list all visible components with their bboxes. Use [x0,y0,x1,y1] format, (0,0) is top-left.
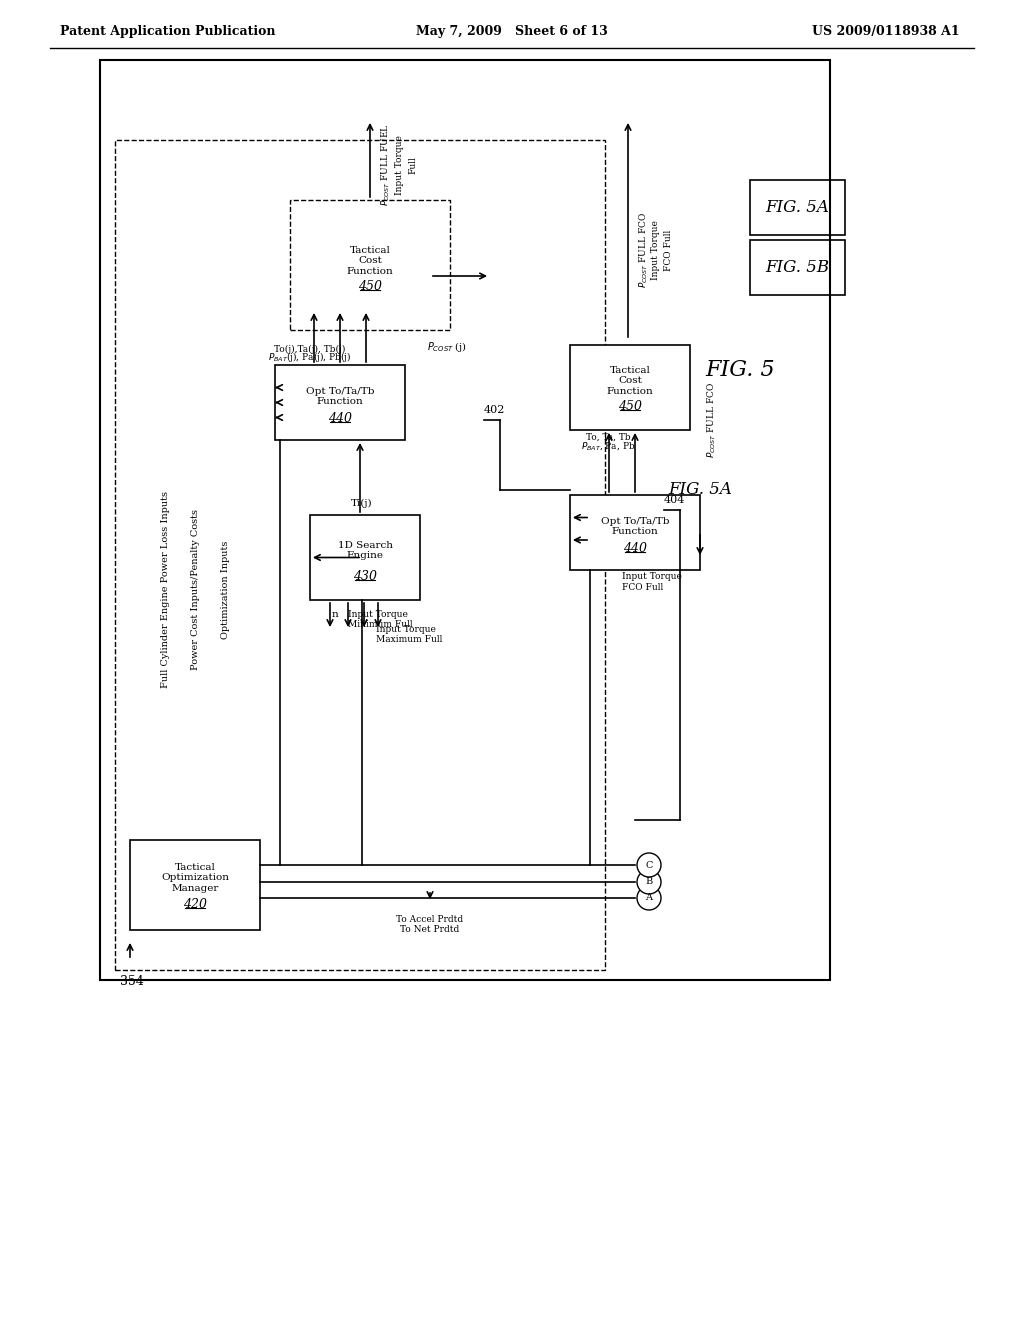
FancyBboxPatch shape [290,201,450,330]
FancyBboxPatch shape [310,515,420,601]
Text: C: C [645,861,652,870]
Text: $P_{BAT}$(j), Pa(j), Pb(j): $P_{BAT}$(j), Pa(j), Pb(j) [268,350,352,364]
Text: Patent Application Publication: Patent Application Publication [60,25,275,38]
Text: 440: 440 [623,543,647,556]
Text: FIG. 5A: FIG. 5A [766,199,829,216]
Text: Full: Full [408,156,417,174]
Text: 420: 420 [183,899,207,911]
FancyBboxPatch shape [750,240,845,294]
FancyBboxPatch shape [570,345,690,430]
FancyBboxPatch shape [570,495,700,570]
Text: FIG. 5B: FIG. 5B [765,259,829,276]
Text: $P_{COST}$ (j): $P_{COST}$ (j) [427,341,467,354]
FancyBboxPatch shape [310,224,430,310]
Text: $P_{COST}$ FULL FCO: $P_{COST}$ FULL FCO [705,381,718,458]
Text: To(j),Ta(j), Tb(j): To(j),Ta(j), Tb(j) [274,345,346,354]
FancyBboxPatch shape [130,840,260,931]
Text: To, Ta, Tb: To, Ta, Tb [586,433,631,442]
Text: Tactical
Cost
Function: Tactical Cost Function [347,246,393,276]
Text: Power Cost Inputs/Penalty Costs: Power Cost Inputs/Penalty Costs [190,510,200,671]
Text: 354: 354 [120,975,144,987]
Text: 402: 402 [484,405,506,414]
Text: A: A [645,894,652,903]
Text: 404: 404 [664,495,685,506]
FancyBboxPatch shape [750,180,845,235]
Text: 450: 450 [618,400,642,413]
Text: B: B [645,878,652,887]
Text: Input Torque
Minimum Full: Input Torque Minimum Full [348,610,413,630]
FancyBboxPatch shape [275,366,406,440]
Text: $P_{BAT}$, Pa, Pb: $P_{BAT}$, Pa, Pb [581,440,635,451]
Text: Opt To/Ta/Tb
Function: Opt To/Ta/Tb Function [601,517,670,536]
Text: FCO Full: FCO Full [664,230,673,271]
Text: 430: 430 [353,570,377,582]
Circle shape [637,853,662,876]
Text: Tactical
Optimization
Manager: Tactical Optimization Manager [161,863,229,892]
Text: 440: 440 [328,412,352,425]
Text: To Accel Prdtd
To Net Prdtd: To Accel Prdtd To Net Prdtd [396,915,464,935]
Text: Full Cylinder Engine Power Loss Inputs: Full Cylinder Engine Power Loss Inputs [161,491,170,689]
Text: Ti(j): Ti(j) [351,499,373,508]
FancyBboxPatch shape [115,140,605,970]
Text: FIG. 5A: FIG. 5A [668,482,732,499]
Text: May 7, 2009   Sheet 6 of 13: May 7, 2009 Sheet 6 of 13 [416,25,608,38]
Circle shape [637,870,662,894]
Text: Tactical
Cost
Function: Tactical Cost Function [606,366,653,396]
Text: US 2009/0118938 A1: US 2009/0118938 A1 [812,25,961,38]
Text: 450: 450 [358,280,382,293]
Circle shape [637,886,662,909]
Text: $P_{COST}$ FULL FUEL: $P_{COST}$ FULL FUEL [380,124,392,206]
Text: $P_{COST}$ FULL FCO: $P_{COST}$ FULL FCO [638,211,650,288]
Text: Opt To/Ta/Tb
Function: Opt To/Ta/Tb Function [306,387,374,407]
Text: Input Torque
FCO Full: Input Torque FCO Full [622,573,682,591]
Text: Optimization Inputs: Optimization Inputs [220,541,229,639]
Text: Input Torque: Input Torque [395,135,404,195]
Text: FIG. 5: FIG. 5 [706,359,775,381]
Text: n: n [332,610,338,619]
Text: 1D Search
Engine: 1D Search Engine [338,541,392,561]
Text: Input Torque
Maximum Full: Input Torque Maximum Full [376,624,442,644]
Text: Input Torque: Input Torque [651,220,660,280]
